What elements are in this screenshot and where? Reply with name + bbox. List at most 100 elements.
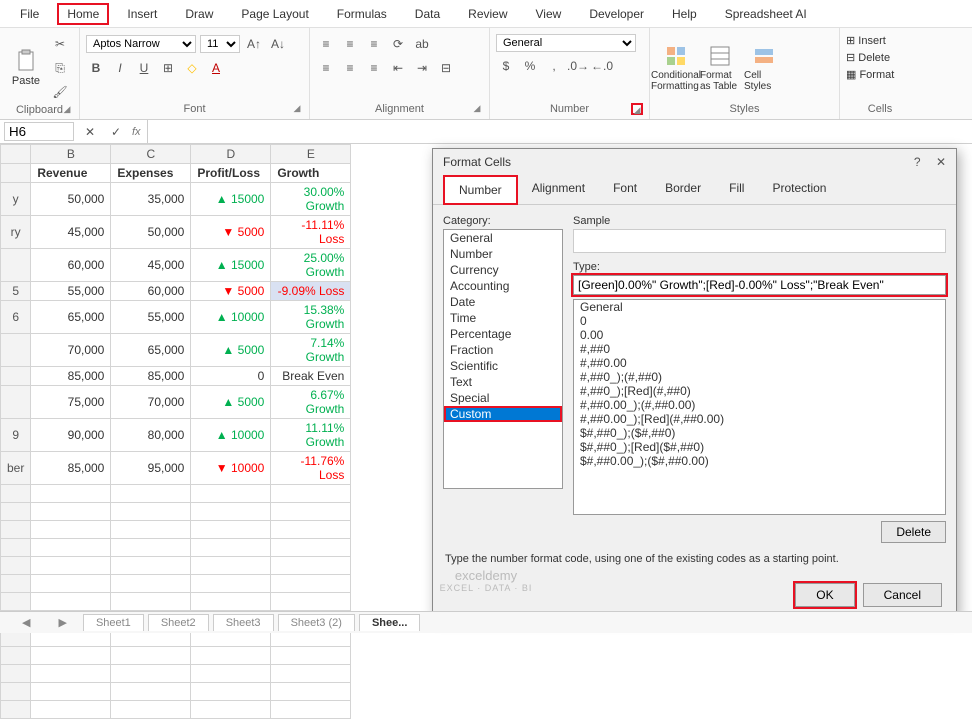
menu-data[interactable]: Data: [405, 3, 450, 25]
row-header[interactable]: [1, 665, 31, 683]
cell-growth[interactable]: 25.00% Growth: [271, 249, 351, 282]
cell-profit-loss[interactable]: 15000: [191, 249, 271, 282]
menu-view[interactable]: View: [526, 3, 572, 25]
type-option[interactable]: #,##0.00: [574, 356, 945, 370]
comma-icon[interactable]: ,: [544, 56, 564, 76]
number-format-select[interactable]: General: [496, 34, 636, 52]
cell-growth[interactable]: Break Even: [271, 367, 351, 386]
cell-expenses[interactable]: 80,000: [111, 419, 191, 452]
cell-growth[interactable]: -9.09% Loss: [271, 282, 351, 301]
name-box[interactable]: [4, 122, 74, 141]
type-option[interactable]: $#,##0_);[Red]($#,##0): [574, 440, 945, 454]
category-list[interactable]: GeneralNumberCurrencyAccountingDateTimeP…: [443, 229, 563, 489]
category-percentage[interactable]: Percentage: [444, 326, 562, 342]
dialog-tab-fill[interactable]: Fill: [715, 175, 758, 204]
col-header-E[interactable]: E: [271, 145, 351, 164]
align-top-icon[interactable]: ≡: [316, 34, 336, 54]
cell-revenue[interactable]: 60,000: [31, 249, 111, 282]
category-time[interactable]: Time: [444, 310, 562, 326]
row-header[interactable]: [1, 683, 31, 701]
type-list[interactable]: General00.00#,##0#,##0.00#,##0_);(#,##0)…: [573, 299, 946, 515]
category-currency[interactable]: Currency: [444, 262, 562, 278]
enter-formula-icon[interactable]: ✓: [106, 122, 126, 142]
table-header-cell[interactable]: Profit/Loss: [191, 164, 271, 183]
decrease-decimal-icon[interactable]: ←.0: [592, 56, 612, 76]
menu-insert[interactable]: Insert: [117, 3, 167, 25]
increase-decimal-icon[interactable]: .0→: [568, 56, 588, 76]
col-header-C[interactable]: C: [111, 145, 191, 164]
menu-developer[interactable]: Developer: [579, 3, 654, 25]
align-right-icon[interactable]: ≡: [364, 58, 384, 78]
type-input[interactable]: [573, 275, 946, 295]
cell-revenue[interactable]: 45,000: [31, 216, 111, 249]
cell-profit-loss[interactable]: 15000: [191, 183, 271, 216]
menu-home[interactable]: Home: [57, 3, 109, 25]
cell-revenue[interactable]: 75,000: [31, 386, 111, 419]
table-header-cell[interactable]: Revenue: [31, 164, 111, 183]
menu-draw[interactable]: Draw: [175, 3, 223, 25]
increase-font-icon[interactable]: A↑: [244, 34, 264, 54]
merge-icon[interactable]: ⊟: [436, 58, 456, 78]
cell-revenue[interactable]: 65,000: [31, 301, 111, 334]
copy-icon[interactable]: ⎘: [50, 58, 70, 78]
type-option[interactable]: #,##0.00_);(#,##0.00): [574, 398, 945, 412]
cell-expenses[interactable]: 60,000: [111, 282, 191, 301]
decrease-font-icon[interactable]: A↓: [268, 34, 288, 54]
wrap-text-icon[interactable]: ab: [412, 34, 432, 54]
cell-profit-loss[interactable]: 5000: [191, 334, 271, 367]
row-header[interactable]: [1, 575, 31, 593]
cancel-formula-icon[interactable]: ✕: [80, 122, 100, 142]
alignment-launcher-icon[interactable]: ◢: [471, 103, 483, 115]
col-header-B[interactable]: B: [31, 145, 111, 164]
border-icon[interactable]: ⊞: [158, 58, 178, 78]
sheet-tab[interactable]: Sheet2: [148, 614, 209, 631]
dialog-tab-alignment[interactable]: Alignment: [518, 175, 599, 204]
clipboard-launcher-icon[interactable]: ◢: [61, 104, 73, 116]
conditional-formatting-button[interactable]: Conditional Formatting: [656, 38, 696, 98]
type-option[interactable]: #,##0_);[Red](#,##0): [574, 384, 945, 398]
cell-growth[interactable]: 6.67% Growth: [271, 386, 351, 419]
align-middle-icon[interactable]: ≡: [340, 34, 360, 54]
delete-button[interactable]: Delete: [881, 521, 946, 543]
ok-button[interactable]: OK: [795, 583, 854, 607]
cell-growth[interactable]: 7.14% Growth: [271, 334, 351, 367]
dialog-tab-border[interactable]: Border: [651, 175, 715, 204]
category-text[interactable]: Text: [444, 374, 562, 390]
row-header[interactable]: [1, 386, 31, 419]
row-header[interactable]: [1, 334, 31, 367]
cell-expenses[interactable]: 70,000: [111, 386, 191, 419]
cell-expenses[interactable]: 95,000: [111, 452, 191, 485]
cell-revenue[interactable]: 55,000: [31, 282, 111, 301]
cell-profit-loss[interactable]: 5000: [191, 282, 271, 301]
menu-help[interactable]: Help: [662, 3, 707, 25]
menu-spreadsheet-ai[interactable]: Spreadsheet AI: [715, 3, 817, 25]
currency-icon[interactable]: $: [496, 56, 516, 76]
paste-button[interactable]: Paste: [6, 38, 46, 98]
cell-profit-loss[interactable]: 10000: [191, 301, 271, 334]
underline-icon[interactable]: U: [134, 58, 154, 78]
row-header[interactable]: 9: [1, 419, 31, 452]
cancel-button[interactable]: Cancel: [863, 583, 942, 607]
row-header[interactable]: [1, 249, 31, 282]
cell-profit-loss[interactable]: 5000: [191, 386, 271, 419]
cell-expenses[interactable]: 35,000: [111, 183, 191, 216]
type-option[interactable]: 0: [574, 314, 945, 328]
align-left-icon[interactable]: ≡: [316, 58, 336, 78]
cut-icon[interactable]: ✂: [50, 34, 70, 54]
font-size-select[interactable]: 11: [200, 35, 240, 53]
type-option[interactable]: $#,##0.00_);($#,##0.00): [574, 454, 945, 468]
cell-growth[interactable]: -11.11% Loss: [271, 216, 351, 249]
tab-nav-next-icon[interactable]: ▶: [46, 614, 78, 631]
sheet-tab[interactable]: Sheet3 (2): [278, 614, 355, 631]
cell-expenses[interactable]: 50,000: [111, 216, 191, 249]
row-header[interactable]: [1, 701, 31, 719]
type-option[interactable]: #,##0.00_);[Red](#,##0.00): [574, 412, 945, 426]
cell-growth[interactable]: -11.76% Loss: [271, 452, 351, 485]
cell-revenue[interactable]: 85,000: [31, 452, 111, 485]
cell-expenses[interactable]: 65,000: [111, 334, 191, 367]
row-header[interactable]: [1, 647, 31, 665]
dialog-help-icon[interactable]: ?: [914, 155, 921, 169]
align-center-icon[interactable]: ≡: [340, 58, 360, 78]
font-launcher-icon[interactable]: ◢: [291, 103, 303, 115]
row-header[interactable]: [1, 503, 31, 521]
